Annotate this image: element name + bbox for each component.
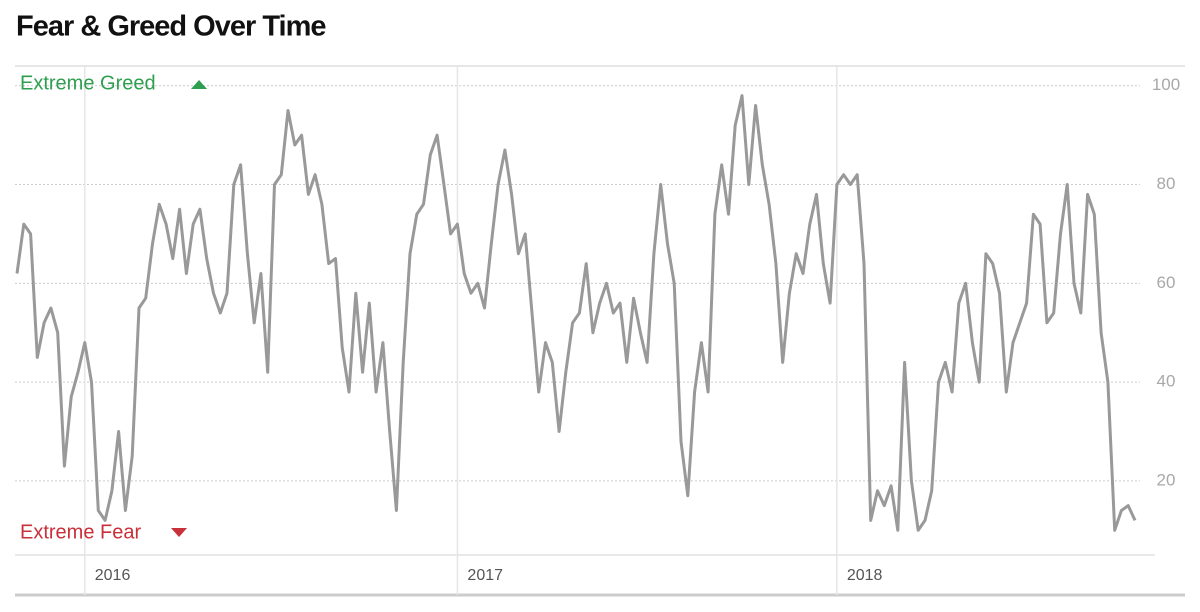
y-tick-label: 60 xyxy=(1157,273,1176,292)
chart-title: Fear & Greed Over Time xyxy=(16,11,326,43)
up-arrow xyxy=(191,80,207,89)
fear-label: Extreme Fear xyxy=(20,521,141,543)
greed-label: Extreme Greed xyxy=(20,72,156,94)
y-tick-label: 20 xyxy=(1157,470,1176,489)
down-arrow xyxy=(171,528,187,537)
x-tick-label: 2017 xyxy=(467,567,503,584)
y-tick-label: 80 xyxy=(1157,174,1176,193)
x-tick-label: 2016 xyxy=(95,567,131,584)
y-tick-label: 100 xyxy=(1152,75,1180,94)
line xyxy=(15,94,1137,532)
y-tick-label: 40 xyxy=(1157,372,1176,391)
x-tick-label: 2018 xyxy=(847,567,883,584)
marks xyxy=(15,94,1137,532)
grid: 20 40 60 80 100 2016 2017 2018 xyxy=(15,66,1180,595)
